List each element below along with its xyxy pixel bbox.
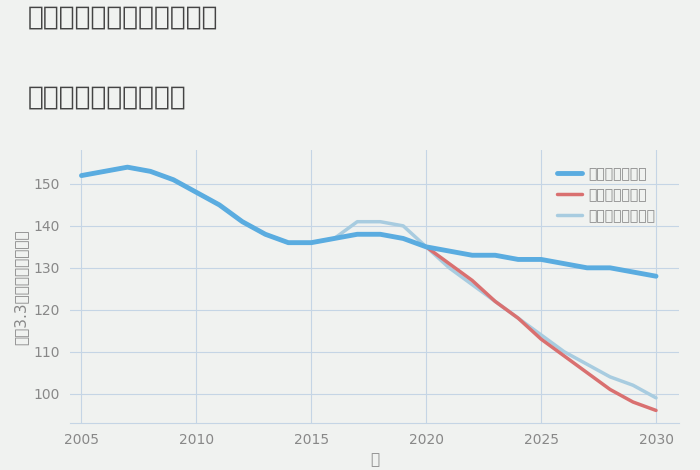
ノーマルシナリオ xyxy=(491,298,499,304)
グッドシナリオ xyxy=(629,269,637,275)
バッドシナリオ xyxy=(491,298,499,304)
グッドシナリオ xyxy=(146,169,155,174)
Line: ノーマルシナリオ: ノーマルシナリオ xyxy=(81,167,656,398)
ノーマルシナリオ xyxy=(307,240,316,245)
バッドシナリオ xyxy=(537,337,545,342)
グッドシナリオ xyxy=(307,240,316,245)
ノーマルシナリオ xyxy=(284,240,293,245)
グッドシナリオ xyxy=(560,261,568,266)
グッドシナリオ xyxy=(215,202,223,208)
ノーマルシナリオ xyxy=(261,231,270,237)
バッドシナリオ xyxy=(606,387,615,392)
ノーマルシナリオ xyxy=(376,219,384,225)
ノーマルシナリオ xyxy=(468,282,477,288)
ノーマルシナリオ xyxy=(399,223,407,229)
グッドシナリオ xyxy=(123,164,132,170)
ノーマルシナリオ xyxy=(353,219,361,225)
グッドシナリオ xyxy=(514,257,522,262)
Legend: グッドシナリオ, バッドシナリオ, ノーマルシナリオ: グッドシナリオ, バッドシナリオ, ノーマルシナリオ xyxy=(552,163,660,227)
Line: バッドシナリオ: バッドシナリオ xyxy=(426,247,656,410)
グッドシナリオ xyxy=(606,265,615,271)
ノーマルシナリオ xyxy=(238,219,246,225)
グッドシナリオ xyxy=(422,244,430,250)
Text: 中古戸建ての価格推移: 中古戸建ての価格推移 xyxy=(28,85,187,110)
Line: グッドシナリオ: グッドシナリオ xyxy=(81,167,656,276)
ノーマルシナリオ xyxy=(629,383,637,388)
バッドシナリオ xyxy=(468,278,477,283)
バッドシナリオ xyxy=(445,261,454,266)
ノーマルシナリオ xyxy=(169,177,178,182)
バッドシナリオ xyxy=(560,353,568,359)
ノーマルシナリオ xyxy=(215,202,223,208)
グッドシナリオ xyxy=(77,173,85,179)
バッドシナリオ xyxy=(422,244,430,250)
グッドシナリオ xyxy=(100,169,108,174)
バッドシナリオ xyxy=(629,399,637,405)
ノーマルシナリオ xyxy=(606,374,615,380)
ノーマルシナリオ xyxy=(123,164,132,170)
グッドシナリオ xyxy=(330,235,339,241)
ノーマルシナリオ xyxy=(146,169,155,174)
グッドシナリオ xyxy=(491,252,499,258)
グッドシナリオ xyxy=(284,240,293,245)
ノーマルシナリオ xyxy=(514,315,522,321)
グッドシナリオ xyxy=(583,265,592,271)
グッドシナリオ xyxy=(445,248,454,254)
バッドシナリオ xyxy=(514,315,522,321)
グッドシナリオ xyxy=(238,219,246,225)
ノーマルシナリオ xyxy=(100,169,108,174)
グッドシナリオ xyxy=(399,235,407,241)
ノーマルシナリオ xyxy=(537,332,545,338)
グッドシナリオ xyxy=(193,189,201,195)
ノーマルシナリオ xyxy=(77,173,85,179)
グッドシナリオ xyxy=(261,231,270,237)
Text: 神奈川県茅ヶ崎市常盤町の: 神奈川県茅ヶ崎市常盤町の xyxy=(28,5,218,31)
ノーマルシナリオ xyxy=(422,244,430,250)
ノーマルシナリオ xyxy=(583,361,592,367)
ノーマルシナリオ xyxy=(652,395,660,400)
グッドシナリオ xyxy=(537,257,545,262)
X-axis label: 年: 年 xyxy=(370,452,379,467)
ノーマルシナリオ xyxy=(445,265,454,271)
Y-axis label: 坪（3.3㎡）単価（万円）: 坪（3.3㎡）単価（万円） xyxy=(13,229,28,345)
グッドシナリオ xyxy=(353,231,361,237)
グッドシナリオ xyxy=(468,252,477,258)
グッドシナリオ xyxy=(652,274,660,279)
ノーマルシナリオ xyxy=(560,349,568,354)
バッドシナリオ xyxy=(652,407,660,413)
グッドシナリオ xyxy=(376,231,384,237)
ノーマルシナリオ xyxy=(330,235,339,241)
グッドシナリオ xyxy=(169,177,178,182)
ノーマルシナリオ xyxy=(193,189,201,195)
バッドシナリオ xyxy=(583,370,592,376)
